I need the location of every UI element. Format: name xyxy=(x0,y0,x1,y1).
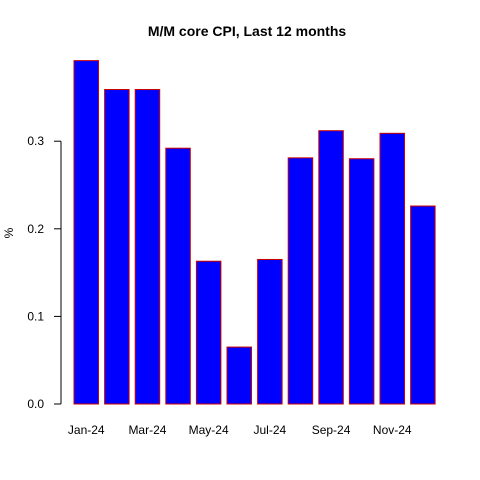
bar-feb-24 xyxy=(104,89,130,405)
bar-jun-24 xyxy=(226,346,252,405)
x-tick-label: May-24 xyxy=(189,423,229,437)
y-axis: 0.0 0.1 0.2 0.3 xyxy=(27,134,62,411)
y-tick-label: 0.0 xyxy=(27,397,44,411)
bar-sep-24 xyxy=(318,130,344,405)
x-tick-label: Nov-24 xyxy=(373,423,412,437)
bar-jan-24 xyxy=(73,60,99,405)
bar-dec-24 xyxy=(410,205,436,405)
x-tick-label: Jul-24 xyxy=(254,423,287,437)
y-tick-label: 0.1 xyxy=(27,309,44,323)
bar-may-24 xyxy=(195,260,222,405)
bar-apr-24 xyxy=(165,147,191,405)
bar-nov-24 xyxy=(379,132,405,405)
x-tick-label: Mar-24 xyxy=(128,423,166,437)
y-tick-label: 0.2 xyxy=(27,222,44,236)
x-tick-label: Sep-24 xyxy=(312,423,351,437)
bars-group xyxy=(73,60,436,405)
bar-jul-24 xyxy=(257,258,283,405)
bar-oct-24 xyxy=(348,158,375,405)
bar-aug-24 xyxy=(287,157,314,405)
x-axis: Jan-24 Mar-24 May-24 Jul-24 Sep-24 Nov-24 xyxy=(68,423,412,437)
chart-title: M/M core CPI, Last 12 months xyxy=(148,23,347,39)
y-tick-label: 0.3 xyxy=(27,134,44,148)
bar-mar-24 xyxy=(134,89,161,405)
x-tick-label: Jan-24 xyxy=(68,423,105,437)
y-axis-label: % xyxy=(2,227,16,238)
